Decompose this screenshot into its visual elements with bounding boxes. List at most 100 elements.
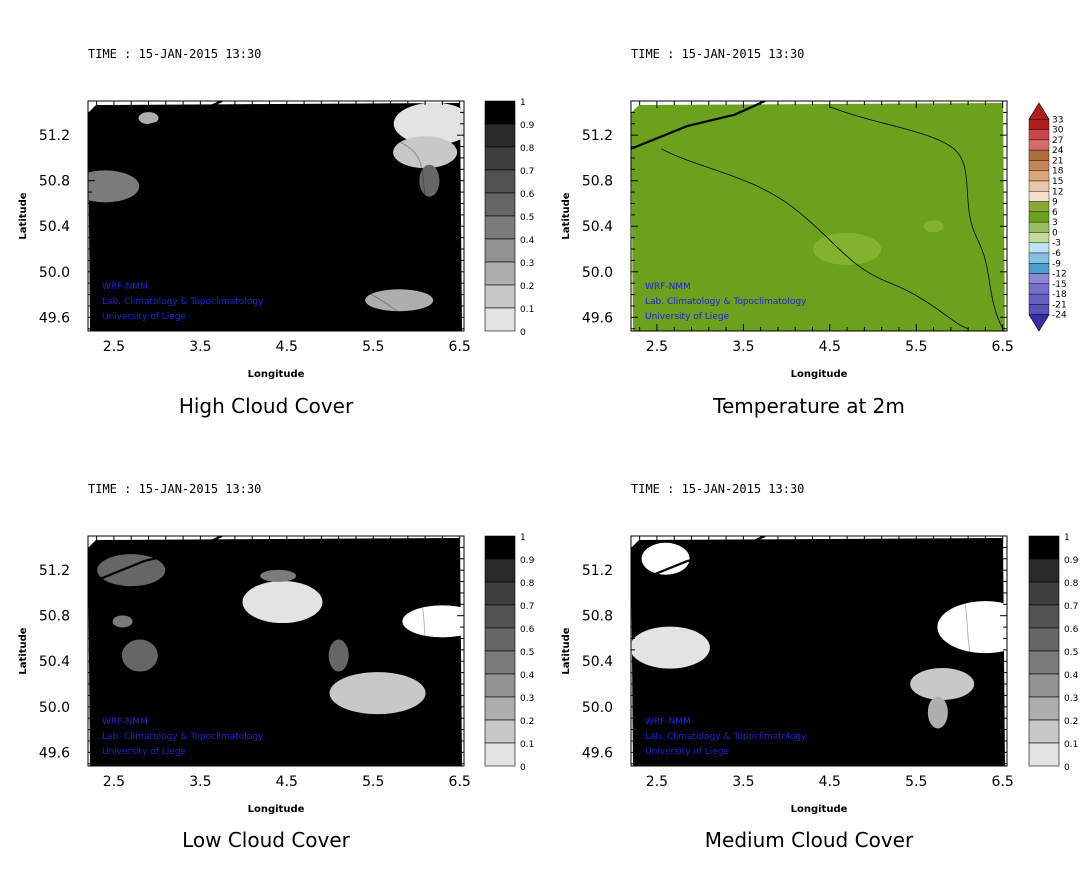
y-tick-label: 50.0: [582, 700, 613, 716]
field-domain: [88, 103, 462, 331]
colorbar-segment: [1028, 273, 1050, 285]
colorbar-segment: [484, 169, 516, 194]
watermark-line: WRF-NMM: [102, 282, 148, 292]
y-axis-label: Latitude: [561, 192, 572, 239]
colorbar-label: -12: [1052, 270, 1067, 280]
colorbar-segment: [484, 673, 516, 698]
colorbar-label: 3: [1052, 218, 1058, 228]
colorbar-label: 0: [1064, 763, 1070, 773]
field-feature: [927, 696, 948, 729]
colorbar-segment: [1028, 627, 1060, 652]
colorbar-label: 0.4: [520, 236, 535, 246]
colorbar-segment: [1028, 696, 1060, 721]
time-label: TIME : 15-JAN-2015 13:30: [88, 47, 261, 61]
colorbar-segment: [484, 742, 516, 767]
coastline: [88, 101, 223, 150]
watermark-line: University of Liege: [102, 747, 187, 757]
border-line: [286, 106, 461, 329]
colorbar-label: 27: [1052, 136, 1063, 146]
colorbar-segment: [1028, 558, 1060, 583]
field-feature: [813, 233, 882, 266]
field-feature: [769, 192, 822, 215]
time-label: TIME : 15-JAN-2015 13:30: [631, 482, 804, 496]
colorbar-segment: [1028, 211, 1050, 223]
field-domain: [631, 538, 1005, 766]
colorbar-label: 12: [1052, 187, 1063, 197]
colorbar-segment: [484, 558, 516, 583]
colorbar-label: 0.2: [520, 282, 534, 292]
coastline: [88, 536, 223, 585]
chart-title: Low Cloud Cover: [182, 828, 351, 852]
colorbar-label: 0.5: [520, 213, 534, 223]
colorbar-segment: [1028, 673, 1060, 698]
y-tick-label: 50.4: [39, 654, 70, 670]
field-feature: [958, 254, 995, 267]
x-tick-label: 2.5: [646, 774, 668, 790]
y-axis-label: Latitude: [561, 627, 572, 674]
colorbar-label: 1: [520, 98, 526, 108]
y-tick-label: 50.8: [582, 174, 613, 190]
field-feature: [260, 569, 297, 582]
colorbar-label: -24: [1052, 311, 1067, 321]
colorbar-segment: [1028, 581, 1060, 606]
x-tick-label: 6.5: [992, 774, 1014, 790]
chart-title: Temperature at 2m: [712, 394, 905, 418]
border-line: [829, 541, 1004, 764]
colorbar-label: 0.1: [520, 740, 534, 750]
coastline: [631, 101, 766, 150]
colorbar-segment: [1028, 604, 1060, 629]
watermark-line: Lab. Climatology & Topoclimatology: [102, 732, 264, 742]
y-tick-label: 50.8: [39, 174, 70, 190]
colorbar-segment: [484, 284, 516, 309]
border-line: [118, 583, 426, 765]
watermark-line: Lab. Climatology & Topoclimatology: [102, 297, 264, 307]
colorbar-label: 0.8: [520, 579, 535, 589]
colorbar-label: 0.6: [520, 625, 535, 635]
border-line: [286, 541, 461, 764]
x-tick-label: 2.5: [103, 339, 125, 355]
y-tick-label: 49.6: [582, 310, 613, 326]
field-feature: [631, 626, 710, 669]
colorbar-label: 0.2: [520, 717, 534, 727]
colorbar-label: -6: [1052, 249, 1061, 259]
watermark-line: Lab. Climatology & Topoclimatology: [645, 732, 807, 742]
y-tick-label: 50.4: [582, 219, 613, 235]
colorbar-label: 0.4: [520, 671, 535, 681]
colorbar-label: 0.9: [520, 556, 535, 566]
panel-1: TIME : 15-JAN-2015 13:30 WRF-NMM Lab. Clim…: [561, 47, 1067, 418]
colorbar-segment: [1028, 263, 1050, 274]
y-tick-label: 50.0: [39, 700, 70, 716]
border-line: [661, 148, 969, 330]
colorbar-label: 15: [1052, 177, 1063, 187]
field-group: [631, 536, 1007, 766]
colorbar-label: 0.9: [1064, 556, 1079, 566]
colorbar-label: 21: [1052, 156, 1063, 166]
colorbar-segment: [484, 696, 516, 721]
colorbar-segment: [1028, 252, 1050, 264]
field-feature: [242, 581, 323, 624]
x-tick-label: 6.5: [449, 774, 471, 790]
y-tick-label: 51.2: [582, 563, 613, 579]
colorbar-end-arrow: [1028, 102, 1050, 120]
x-tick-label: 4.5: [276, 339, 298, 355]
colorbar-segment: [1028, 129, 1050, 141]
x-tick-label: 6.5: [992, 339, 1014, 355]
x-axis-label: Longitude: [248, 804, 305, 815]
y-tick-label: 50.8: [39, 609, 70, 625]
y-tick-label: 51.2: [39, 563, 70, 579]
colorbar-segment: [1028, 149, 1050, 161]
colorbar-label: 18: [1052, 167, 1064, 177]
colorbar-segment: [1028, 180, 1050, 192]
time-label: TIME : 15-JAN-2015 13:30: [88, 482, 261, 496]
plot-frame: [630, 100, 1008, 332]
field-feature: [937, 601, 1007, 654]
field-feature: [328, 639, 349, 672]
y-tick-label: 50.0: [39, 265, 70, 281]
x-tick-label: 3.5: [732, 339, 754, 355]
colorbar-segment: [484, 535, 516, 560]
x-tick-label: 4.5: [276, 774, 298, 790]
field-feature: [393, 136, 458, 169]
field-feature: [88, 170, 140, 203]
colorbar-segment: [1028, 201, 1050, 213]
y-tick-label: 50.8: [582, 609, 613, 625]
